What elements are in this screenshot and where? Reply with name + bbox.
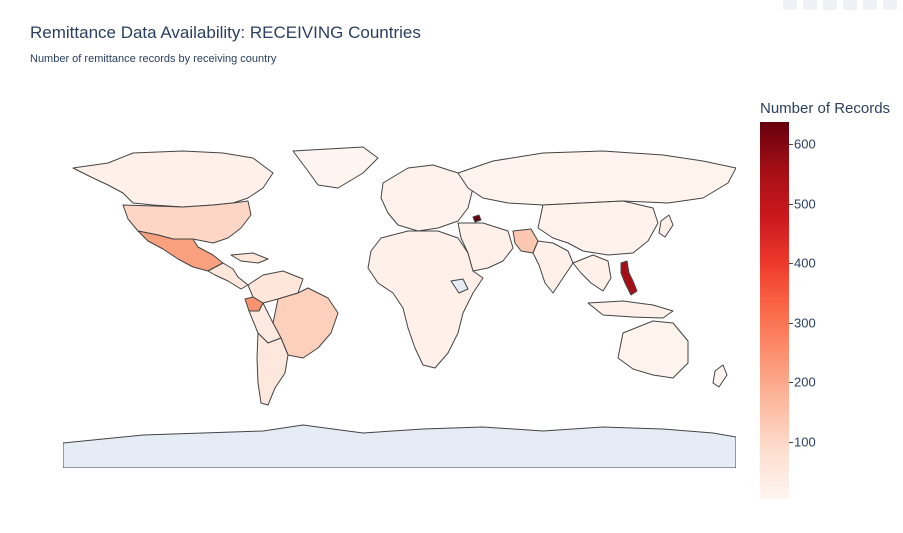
chart-subtitle: Number of remittance records by receivin… <box>30 53 277 65</box>
colorbar-tickmark <box>789 442 793 443</box>
zoom-in-icon[interactable] <box>803 0 817 10</box>
colorbar-tick-label: 300 <box>794 315 816 331</box>
region-russia[interactable] <box>457 150 736 206</box>
colorbar-tick-label: 100 <box>794 434 816 450</box>
colorbar-title: Number of Records <box>760 100 891 117</box>
region-india[interactable] <box>532 240 574 294</box>
region-ethiopia[interactable] <box>450 278 469 294</box>
modebar[interactable] <box>783 0 897 10</box>
region-antarctica[interactable] <box>63 424 736 468</box>
region-china[interactable] <box>537 200 659 256</box>
region-armenia[interactable] <box>472 214 482 223</box>
region-japan[interactable] <box>658 214 674 238</box>
region-australia[interactable] <box>617 320 689 379</box>
colorbar-tick-label: 500 <box>794 196 816 212</box>
colorbar-tickmark <box>789 204 793 205</box>
region-philippines[interactable] <box>620 260 638 296</box>
colorbar-tickmark <box>789 144 793 145</box>
plotly-logo-icon[interactable] <box>883 0 897 10</box>
colorbar-tick-label: 200 <box>794 374 816 390</box>
region-caribbean[interactable] <box>230 252 269 264</box>
reset-icon[interactable] <box>863 0 877 10</box>
region-europe[interactable] <box>380 164 474 232</box>
colorbar <box>760 122 789 499</box>
region-greenland[interactable] <box>292 146 379 189</box>
region-new-zealand[interactable] <box>712 364 728 388</box>
zoom-out-icon[interactable] <box>823 0 837 10</box>
world-map[interactable] <box>63 143 736 468</box>
pan-icon[interactable] <box>843 0 857 10</box>
region-africa[interactable] <box>367 230 484 369</box>
region-indonesia[interactable] <box>587 300 674 319</box>
region-middle-east[interactable] <box>457 222 514 272</box>
colorbar-tickmark <box>789 263 793 264</box>
region-united-states[interactable] <box>122 200 252 244</box>
colorbar-tick-label: 400 <box>794 255 816 271</box>
region-canada[interactable] <box>72 150 274 208</box>
colorbar-tickmark <box>789 382 793 383</box>
region-southeast-asia[interactable] <box>572 254 612 292</box>
colorbar-tick-label: 600 <box>794 136 816 152</box>
chart-title: Remittance Data Availability: RECEIVING … <box>30 23 421 42</box>
region-argentina-chile[interactable] <box>256 332 289 406</box>
camera-icon[interactable] <box>783 0 797 10</box>
colorbar-tickmark <box>789 323 793 324</box>
